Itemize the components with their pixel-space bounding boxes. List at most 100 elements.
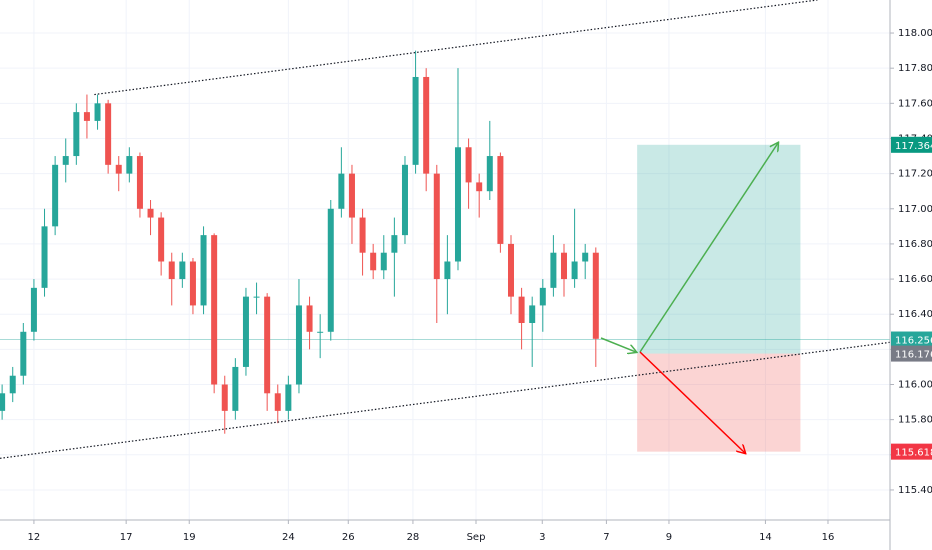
candle-body <box>264 296 271 394</box>
x-tick-label: 26 <box>342 532 355 543</box>
candle-body <box>73 112 80 157</box>
x-tick-label: Sep <box>467 532 486 543</box>
candle-body <box>52 164 59 227</box>
arrow <box>639 143 778 353</box>
x-tick-label: 14 <box>759 532 772 543</box>
price-tag-label: 116.256 <box>895 336 932 347</box>
candle-body <box>348 173 355 218</box>
axes: 115.400115.600115.800116.000116.200116.4… <box>28 28 932 543</box>
y-tick-label: 116.400 <box>898 309 932 320</box>
candle-body <box>582 252 589 262</box>
y-tick-label: 116.000 <box>898 380 932 391</box>
candles <box>0 50 599 434</box>
y-tick-label: 117.600 <box>898 98 932 109</box>
price-tag <box>891 331 932 348</box>
y-tick-label: 117.800 <box>898 63 932 74</box>
candle-body <box>529 305 536 324</box>
arrow <box>639 351 745 453</box>
candle-body <box>359 217 366 253</box>
x-tick-label: 16 <box>822 532 835 543</box>
price-tag <box>891 136 932 153</box>
candle-body <box>380 252 387 271</box>
x-tick-label: 24 <box>282 532 295 543</box>
x-tick-label: 12 <box>28 532 41 543</box>
candle-body <box>486 156 493 192</box>
position-box <box>0 144 890 452</box>
x-tick-label: 17 <box>120 532 133 543</box>
candle-body <box>189 261 196 306</box>
trendline <box>94 0 818 96</box>
candle-body <box>550 252 557 288</box>
candle-body <box>136 156 143 209</box>
candle-body <box>62 156 69 165</box>
candle-body <box>465 147 472 183</box>
y-tick-label: 115.400 <box>898 485 932 496</box>
candle-body <box>306 305 313 332</box>
candle-body <box>242 296 249 367</box>
candle-body <box>592 252 599 339</box>
candle-body <box>444 261 451 280</box>
candle-body <box>20 331 27 376</box>
candle-body <box>147 208 154 218</box>
y-tick-label: 117.200 <box>898 169 932 180</box>
candle-body <box>211 235 218 385</box>
candle-body <box>454 147 461 262</box>
candle-body <box>327 208 334 332</box>
trendline <box>0 341 891 459</box>
candle-body <box>168 261 175 280</box>
y-tick-label: 115.800 <box>898 415 932 426</box>
y-tick-label: 116.600 <box>898 274 932 285</box>
x-tick-label: 7 <box>603 532 609 543</box>
candle-body <box>105 103 112 165</box>
candle-body <box>391 235 398 253</box>
candle-body <box>83 112 90 121</box>
candle-body <box>412 76 419 165</box>
target-zone <box>637 144 801 354</box>
price-tag <box>891 443 932 460</box>
x-tick-label: 28 <box>407 532 420 543</box>
candle-body <box>221 384 228 411</box>
candle-body <box>497 156 504 244</box>
price-tag-label: 115.618 <box>895 448 932 459</box>
candle-body <box>253 296 260 298</box>
candle-body <box>9 375 16 394</box>
candle-body <box>507 243 514 297</box>
candle-body <box>232 366 239 411</box>
candle-body <box>423 76 430 174</box>
price-tag-label: 117.364 <box>895 141 932 152</box>
candle-body <box>561 252 568 280</box>
candle-body <box>126 156 133 174</box>
price-tag-label: 116.176 <box>895 350 932 361</box>
overlays <box>0 0 891 459</box>
y-tick-label: 116.800 <box>898 239 932 250</box>
y-tick-label: 118.000 <box>898 28 932 39</box>
candle-body <box>179 261 186 280</box>
candle-body <box>200 235 207 306</box>
candle-body <box>158 217 165 262</box>
candle-body <box>370 252 377 271</box>
stop-zone <box>637 353 801 452</box>
candle-body <box>41 226 48 288</box>
arrows <box>600 143 778 453</box>
candle-body <box>115 164 122 174</box>
x-tick-label: 3 <box>539 532 545 543</box>
candle-body <box>338 173 345 209</box>
candle-body <box>539 287 546 306</box>
arrow <box>600 337 636 352</box>
candle-body <box>401 164 408 236</box>
y-tick-label: 117.000 <box>898 204 932 215</box>
candle-body <box>94 103 101 121</box>
grid <box>0 0 890 520</box>
candle-body <box>518 296 525 324</box>
x-tick-label: 19 <box>183 532 196 543</box>
candle-body <box>0 393 6 411</box>
candle-body <box>317 331 324 333</box>
candle-body <box>476 182 483 192</box>
candle-body <box>295 305 302 385</box>
candle-body <box>433 173 440 280</box>
price-tag <box>891 345 932 362</box>
x-tick-label: 9 <box>666 532 672 543</box>
candle-body <box>285 384 292 411</box>
candle-body <box>30 287 37 332</box>
